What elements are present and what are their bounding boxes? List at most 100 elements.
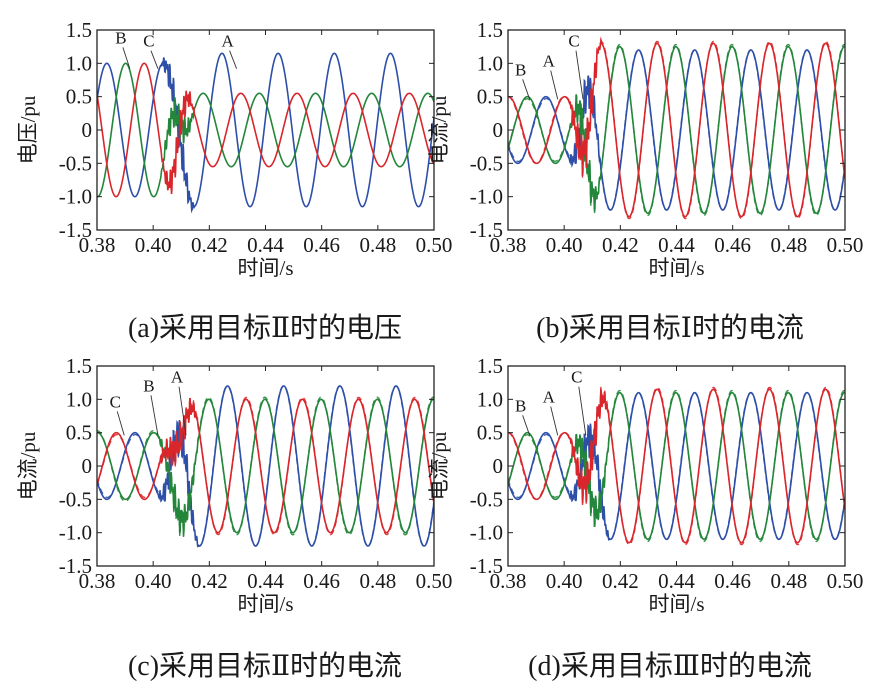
series-group <box>97 385 434 548</box>
y-tick-label: 1.5 <box>66 18 92 42</box>
x-tick-label: 0.38 <box>490 233 527 257</box>
annotation-leader <box>550 70 559 100</box>
y-tick-label: 1.0 <box>477 51 503 75</box>
annotation-leader <box>122 47 131 69</box>
x-tick-label: 0.38 <box>79 233 116 257</box>
x-tick-label: 0.42 <box>191 233 228 257</box>
x-tick-label: 0.48 <box>770 233 807 257</box>
x-tick-label: 0.42 <box>602 569 639 593</box>
series-label-c: C <box>568 32 579 51</box>
x-tick-label: 0.46 <box>714 569 751 593</box>
series-line-c <box>508 388 845 544</box>
series-line-c <box>97 62 434 198</box>
series-label-c: C <box>110 392 121 411</box>
plot-area <box>508 366 845 566</box>
annotation-leader <box>522 79 531 100</box>
series-label-a: A <box>543 388 556 407</box>
x-tick-label: 0.50 <box>827 569 864 593</box>
annotation-leader <box>150 50 159 69</box>
plot-area <box>97 30 434 230</box>
y-tick-label: 0.5 <box>66 85 92 109</box>
y-tick-label: 1.0 <box>477 387 503 411</box>
series-line-b <box>97 398 434 536</box>
x-axis-label: 时间/s <box>648 256 704 280</box>
x-tick-label: 0.48 <box>770 569 807 593</box>
x-tick-label: 0.38 <box>490 569 527 593</box>
y-tick-label: 0 <box>82 118 93 142</box>
x-tick-label: 0.50 <box>416 569 453 593</box>
annotation-leader <box>229 50 238 69</box>
x-tick-label: 0.40 <box>135 569 172 593</box>
y-tick-label: 0.5 <box>66 421 92 445</box>
x-axis-label: 时间/s <box>237 592 293 616</box>
x-tick-label: 0.44 <box>247 233 284 257</box>
caption-a: (a)采用目标Ⅱ时的电压 <box>128 312 402 344</box>
x-tick-label: 0.48 <box>359 569 396 593</box>
y-tick-label: -1.5 <box>470 218 503 242</box>
y-tick-label: -1.0 <box>470 521 503 545</box>
x-tick-label: 0.46 <box>714 233 751 257</box>
annotation-leader <box>116 411 125 436</box>
series-line-b-reference <box>97 396 434 538</box>
series-label-a: A <box>221 32 234 51</box>
x-tick-label: 0.40 <box>135 233 172 257</box>
y-tick-label: -1.5 <box>59 554 92 578</box>
series-label-b: B <box>115 28 126 47</box>
y-tick-label: 1.0 <box>66 387 92 411</box>
caption-b: (b)采用目标Ⅰ时的电流 <box>536 312 804 344</box>
y-tick-label: 0.5 <box>477 421 503 445</box>
series-line-b <box>97 62 434 198</box>
y-tick-label: -0.5 <box>470 487 503 511</box>
x-tick-label: 0.44 <box>658 233 695 257</box>
y-tick-label: -1.5 <box>59 218 92 242</box>
x-tick-label: 0.46 <box>303 569 340 593</box>
y-tick-label: 1.5 <box>477 18 503 42</box>
x-tick-label: 0.50 <box>416 233 453 257</box>
x-tick-label: 0.40 <box>546 233 583 257</box>
annotation-leader <box>178 386 187 436</box>
y-tick-label: -1.0 <box>59 521 92 545</box>
y-tick-label: 0 <box>493 118 504 142</box>
y-axis-label: 电流/pu <box>427 431 451 500</box>
series-line-b <box>508 391 845 541</box>
series-label-a: A <box>543 52 556 71</box>
series-label-a: A <box>171 368 184 387</box>
panel-d: 0.38 0.40 0.42 0.44 0.46 0.48 0.501.51.00.50-0… <box>427 354 863 616</box>
panel-c: 0.38 0.40 0.42 0.44 0.46 0.48 0.501.51.00.50-0… <box>16 354 452 616</box>
caption-c: (c)采用目标Ⅱ时的电流 <box>128 650 402 682</box>
y-axis-label: 电流/pu <box>16 431 40 500</box>
x-tick-label: 0.38 <box>79 569 116 593</box>
y-tick-label: 0 <box>493 454 504 478</box>
x-tick-label: 0.42 <box>602 233 639 257</box>
x-tick-label: 0.44 <box>247 569 284 593</box>
series-label-c: C <box>571 368 582 387</box>
annotation-leader <box>575 50 584 100</box>
series-group <box>508 386 845 546</box>
x-axis-label: 时间/s <box>237 256 293 280</box>
y-tick-label: 0.5 <box>477 85 503 109</box>
plot-area <box>97 366 434 566</box>
x-axis-label: 时间/s <box>648 592 704 616</box>
y-tick-label: 1.5 <box>66 354 92 378</box>
series-label-b: B <box>515 396 526 415</box>
y-tick-label: 1.0 <box>66 51 92 75</box>
series-line-a <box>97 52 434 214</box>
y-axis-label: 电流/pu <box>427 95 451 164</box>
y-tick-label: -0.5 <box>59 487 92 511</box>
x-tick-label: 0.50 <box>827 233 864 257</box>
annotation-leader <box>150 395 159 436</box>
x-tick-label: 0.40 <box>546 569 583 593</box>
series-label-c: C <box>143 32 154 51</box>
series-label-b: B <box>515 60 526 79</box>
series-group <box>97 52 434 214</box>
annotation-leader <box>578 386 587 436</box>
series-group <box>508 36 845 220</box>
caption-d: (d)采用目标Ⅲ时的电流 <box>528 650 812 682</box>
y-tick-label: 1.5 <box>477 354 503 378</box>
y-tick-label: -1.0 <box>470 185 503 209</box>
plot-area <box>508 30 845 230</box>
series-line-c <box>508 37 845 218</box>
panel-b: 0.38 0.40 0.42 0.44 0.46 0.48 0.501.51.00.50-0… <box>427 18 863 280</box>
